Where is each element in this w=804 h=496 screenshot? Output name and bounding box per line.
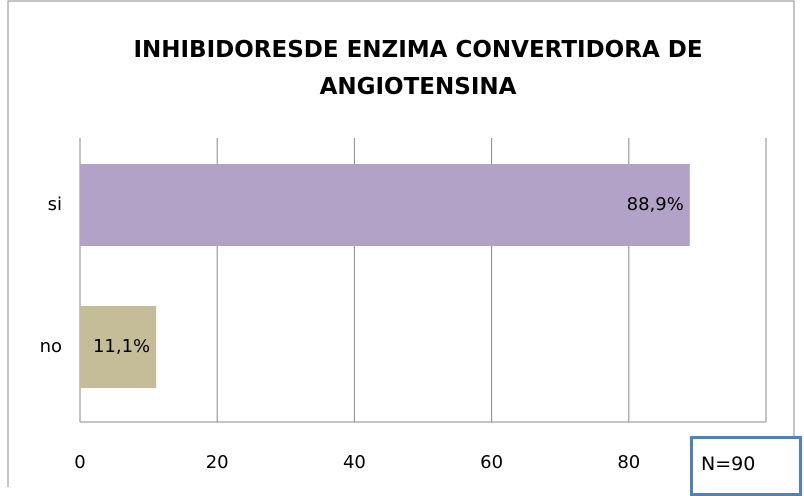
x-tick-label: 20 — [206, 452, 229, 473]
x-tick-label: 0 — [74, 452, 85, 473]
sample-size-note: N=90 — [690, 436, 802, 496]
bar — [80, 306, 157, 388]
y-tick-label: si — [48, 194, 62, 215]
x-tick-label: 40 — [343, 452, 366, 473]
data-label: 11,1% — [93, 336, 150, 357]
data-label: 88,9% — [627, 194, 684, 215]
y-tick-label: no — [40, 336, 62, 357]
x-tick-label: 60 — [480, 452, 503, 473]
bar — [80, 164, 690, 246]
x-tick-label: 80 — [617, 452, 640, 473]
chart-title: INHIBIDORESDE ENZIMA CONVERTIDORA DE ANG… — [133, 37, 703, 100]
